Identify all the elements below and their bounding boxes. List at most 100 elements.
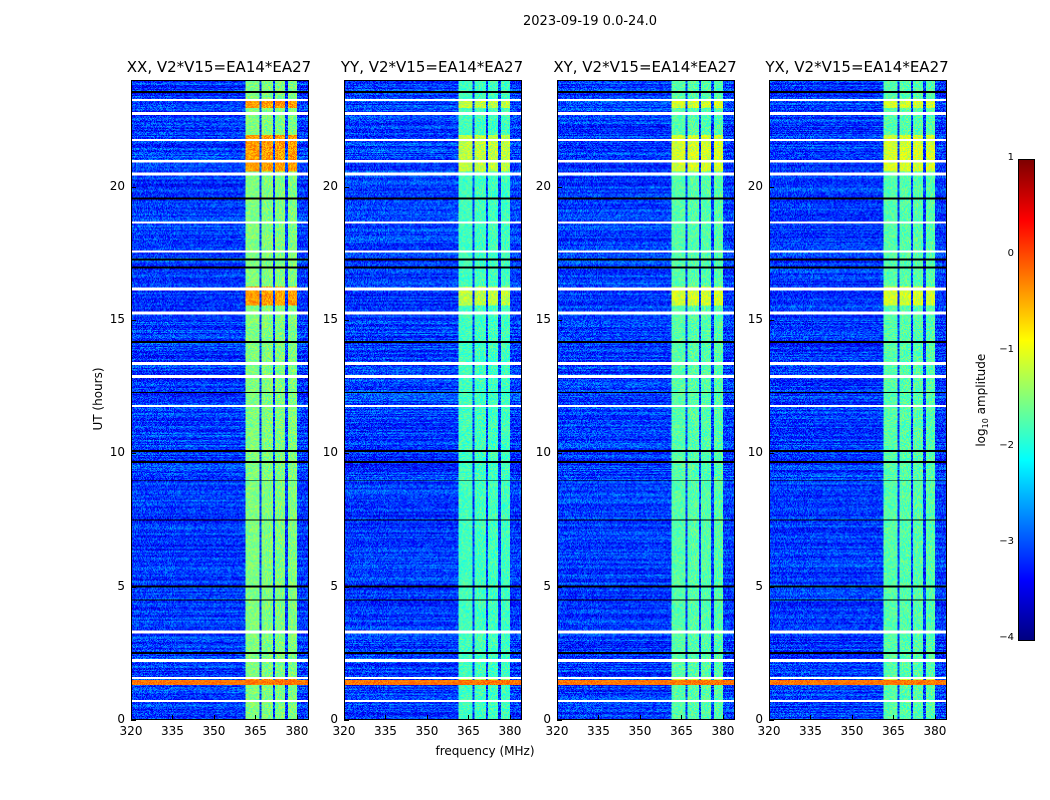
heatmap-canvas [770, 81, 946, 719]
y-tick-mark [769, 586, 774, 588]
y-tick-mark [557, 186, 562, 188]
y-tick-label: 10 [109, 445, 125, 460]
x-tick-label: 365 [670, 724, 693, 738]
x-tick-mark [468, 715, 470, 720]
x-tick-label: 350 [202, 724, 226, 738]
colorbar-tick-label: −3 [999, 536, 1014, 547]
x-tick-label: 335 [161, 724, 184, 738]
y-tick-mark [557, 586, 562, 588]
x-tick-label: 320 [332, 724, 356, 738]
y-tick-mark [344, 453, 349, 455]
x-tick-mark [213, 715, 215, 720]
y-tick-mark [131, 186, 136, 188]
x-tick-label: 335 [587, 724, 610, 738]
x-tick-mark [131, 715, 132, 720]
y-tick-label: 5 [755, 578, 763, 593]
x-tick-label: 320 [545, 724, 569, 738]
y-tick-mark [769, 320, 774, 321]
y-tick-label: 15 [747, 312, 763, 326]
x-tick-mark [296, 715, 298, 720]
x-tick-mark [385, 715, 387, 720]
heatmap-canvas [558, 81, 734, 719]
y-tick-mark [131, 586, 136, 588]
x-tick-mark [810, 715, 812, 720]
y-tick-mark [557, 720, 562, 721]
x-tick-label: 365 [882, 724, 905, 738]
x-axis-label: frequency (MHz) [435, 744, 535, 758]
x-tick-mark [681, 715, 683, 720]
y-tick-mark [131, 320, 136, 321]
y-tick-label: 10 [535, 445, 551, 460]
x-tick-label: 380 [923, 724, 947, 738]
x-tick-mark [598, 715, 600, 720]
colorbar-tick-label: 1 [1007, 152, 1014, 163]
y-tick-label: 5 [117, 578, 125, 593]
heatmap-canvas [345, 81, 521, 719]
panel-title: YY, V2*V15=EA14*EA27 [340, 58, 524, 76]
y-tick-mark [769, 453, 774, 455]
x-tick-mark [639, 715, 641, 720]
y-tick-label: 0 [117, 712, 125, 726]
y-tick-label: 5 [543, 578, 551, 593]
heatmap-panel [557, 80, 735, 720]
y-tick-mark [557, 320, 562, 321]
colorbar-tick-label: −1 [999, 344, 1014, 355]
x-tick-mark [893, 715, 895, 720]
x-tick-label: 380 [285, 724, 309, 738]
y-tick-label: 0 [755, 712, 763, 726]
y-tick-label: 5 [330, 578, 338, 593]
y-tick-label: 0 [330, 712, 338, 726]
x-tick-label: 320 [119, 724, 143, 738]
y-axis-label: UT (hours) [91, 367, 105, 431]
x-tick-mark [344, 715, 345, 720]
y-tick-label: 20 [322, 178, 338, 193]
y-tick-label: 0 [543, 712, 551, 726]
y-tick-mark [557, 453, 562, 455]
panel-title: XX, V2*V15=EA14*EA27 [126, 58, 312, 76]
y-tick-label: 10 [322, 445, 338, 460]
y-tick-label: 20 [109, 178, 125, 193]
x-tick-label: 350 [628, 724, 652, 738]
x-tick-label: 365 [244, 724, 267, 738]
colorbar [1018, 159, 1035, 641]
x-tick-label: 335 [799, 724, 822, 738]
x-tick-label: 380 [498, 724, 522, 738]
colorbar-label: log10 amplitude [974, 340, 990, 460]
heatmap-canvas [132, 81, 308, 719]
panel-title: XY, V2*V15=EA14*EA27 [553, 58, 737, 76]
x-tick-label: 350 [415, 724, 439, 738]
y-tick-mark [344, 320, 349, 321]
x-tick-mark [172, 715, 174, 720]
y-tick-mark [769, 186, 774, 188]
x-tick-mark [255, 715, 257, 720]
y-tick-label: 15 [535, 312, 551, 326]
heatmap-panel [769, 80, 947, 720]
x-tick-label: 365 [457, 724, 480, 738]
y-tick-label: 15 [322, 312, 338, 326]
x-tick-mark [509, 715, 511, 720]
y-tick-mark [344, 586, 349, 588]
panel-title: YX, V2*V15=EA14*EA27 [765, 58, 949, 76]
y-tick-mark [769, 720, 774, 721]
y-tick-label: 15 [109, 312, 125, 326]
y-tick-mark [344, 720, 349, 721]
x-tick-mark [557, 715, 558, 720]
x-tick-label: 335 [374, 724, 397, 738]
colorbar-tick-label: 0 [1007, 248, 1014, 259]
heatmap-panel [344, 80, 522, 720]
y-tick-mark [131, 453, 136, 455]
y-tick-mark [344, 186, 349, 188]
colorbar-label-sub: 10 [981, 418, 991, 429]
y-tick-label: 10 [747, 445, 763, 460]
x-tick-mark [426, 715, 428, 720]
heatmap-panel [131, 80, 309, 720]
colorbar-tick-label: −2 [999, 440, 1014, 451]
x-tick-label: 320 [757, 724, 781, 738]
x-tick-label: 380 [711, 724, 735, 738]
colorbar-label-rest: amplitude [973, 353, 988, 419]
y-tick-label: 20 [747, 178, 763, 193]
x-tick-label: 350 [840, 724, 864, 738]
x-tick-mark [722, 715, 724, 720]
y-tick-label: 20 [535, 178, 551, 193]
x-tick-mark [851, 715, 853, 720]
